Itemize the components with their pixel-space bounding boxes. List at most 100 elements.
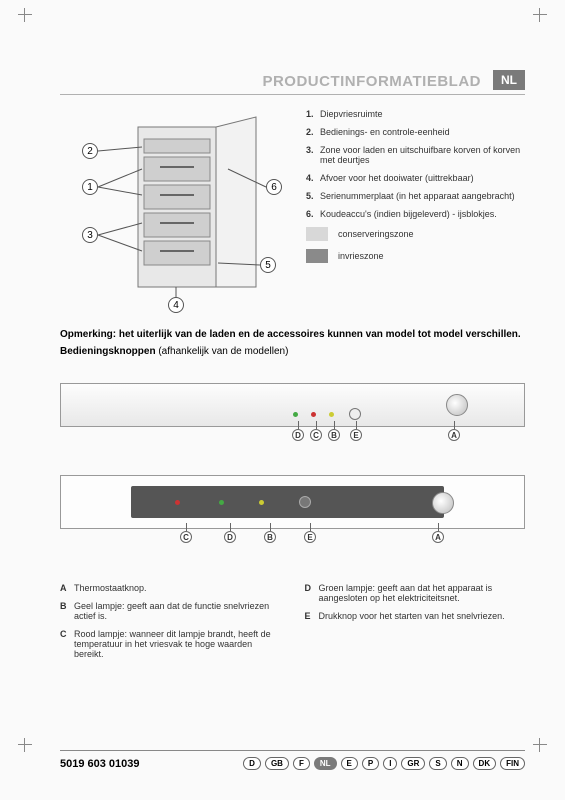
definition-row: B Geel lampje: geeft aan dat de functie … xyxy=(60,601,281,621)
crop-mark xyxy=(18,8,32,22)
parts-list-item: 6. Koudeaccu's (indien bijgeleverd) - ij… xyxy=(306,209,525,219)
control-definitions: A Thermostaatknop. B Geel lampje: geeft a… xyxy=(60,583,525,667)
push-button xyxy=(349,408,361,420)
legend-freeze: invrieszone xyxy=(306,249,525,263)
definition-text: Rood lampje: wanneer dit lampje brandt, … xyxy=(74,629,281,659)
language-pill: I xyxy=(383,757,397,770)
language-badge: NL xyxy=(493,70,525,90)
callout-circle: 4 xyxy=(168,297,184,313)
swatch-conserve xyxy=(306,227,328,241)
panel2-labels: CDBEA xyxy=(60,529,525,547)
panel1-labels: DCBE A xyxy=(60,427,525,445)
panel-label: A xyxy=(432,531,444,543)
controls-heading: Bedieningsknoppen (afhankelijk van de mo… xyxy=(60,346,525,357)
page-header: PRODUCTINFORMATIEBLAD NL xyxy=(60,70,525,95)
thermostat-dial xyxy=(446,394,468,416)
language-pill: NL xyxy=(314,757,337,770)
label-leader xyxy=(438,523,439,531)
panel2-display xyxy=(131,486,444,518)
list-number: 4. xyxy=(306,173,320,183)
page-footer: 5019 603 01039 D GB F NL EPI GR SN DKFIN xyxy=(60,750,525,770)
control-panel-1 xyxy=(60,383,525,427)
label-leader xyxy=(230,523,231,531)
list-text: Koudeaccu's (indien bijgeleverd) - ijsbl… xyxy=(320,209,525,219)
list-number: 6. xyxy=(306,209,320,219)
language-pill: N xyxy=(451,757,469,770)
label-leader xyxy=(186,523,187,531)
part-number: 5019 603 01039 xyxy=(60,758,140,770)
panel-label: C xyxy=(310,429,322,441)
crop-mark xyxy=(533,8,547,22)
definition-text: Geel lampje: geeft aan dat de functie sn… xyxy=(74,601,281,621)
definition-row: D Groen lampje: geeft aan dat het appara… xyxy=(305,583,526,603)
list-text: Bedienings- en controle-eenheid xyxy=(320,127,525,137)
parts-list-item: 1. Diepvriesruimte xyxy=(306,109,525,119)
language-pill: E xyxy=(341,757,358,770)
label-leader xyxy=(270,523,271,531)
page-title: PRODUCTINFORMATIEBLAD xyxy=(262,73,481,90)
crop-mark xyxy=(533,738,547,752)
list-text: Diepvriesruimte xyxy=(320,109,525,119)
list-text: Zone voor laden en uitschuifbare korven … xyxy=(320,145,525,165)
definition-letter: E xyxy=(305,611,319,621)
note-line: Opmerking: het uiterlijk van de laden en… xyxy=(60,329,525,340)
parts-list-item: 3. Zone voor laden en uitschuifbare korv… xyxy=(306,145,525,165)
legend-label: invrieszone xyxy=(338,251,384,261)
callout-circle: 1 xyxy=(82,179,98,195)
definition-row: C Rood lampje: wanneer dit lampje brandt… xyxy=(60,629,281,659)
language-pill: DK xyxy=(473,757,497,770)
led-red xyxy=(311,412,316,417)
list-number: 1. xyxy=(306,109,320,119)
panel-label: A xyxy=(448,429,460,441)
panel-label: D xyxy=(224,531,236,543)
language-pill: D xyxy=(243,757,261,770)
led-green xyxy=(219,500,224,505)
label-leader xyxy=(298,421,299,429)
label-leader xyxy=(356,421,357,429)
definition-row: A Thermostaatknop. xyxy=(60,583,281,593)
panel-label: D xyxy=(292,429,304,441)
definition-letter: C xyxy=(60,629,74,659)
panel-label: E xyxy=(304,531,316,543)
language-pill: F xyxy=(293,757,310,770)
parts-list-item: 4. Afvoer voor het dooiwater (uittrekbaa… xyxy=(306,173,525,183)
callout-circle: 2 xyxy=(82,143,98,159)
definition-text: Thermostaatknop. xyxy=(74,583,147,593)
language-pill: GR xyxy=(401,757,425,770)
panel-label: C xyxy=(180,531,192,543)
led-green xyxy=(293,412,298,417)
definition-text: Groen lampje: geeft aan dat het apparaat… xyxy=(319,583,526,603)
control-panel-2 xyxy=(60,475,525,529)
led-yellow xyxy=(329,412,334,417)
language-pill: FIN xyxy=(500,757,525,770)
panel-label: B xyxy=(264,531,276,543)
push-button xyxy=(299,496,311,508)
language-pill: P xyxy=(362,757,379,770)
parts-list-item: 2. Bedienings- en controle-eenheid xyxy=(306,127,525,137)
crop-mark xyxy=(18,738,32,752)
language-pill: GB xyxy=(265,757,289,770)
list-text: Afvoer voor het dooiwater (uittrekbaar) xyxy=(320,173,525,183)
definition-letter: D xyxy=(305,583,319,603)
list-number: 3. xyxy=(306,145,320,165)
list-number: 2. xyxy=(306,127,320,137)
callout-circle: 5 xyxy=(260,257,276,273)
definition-text: Drukknop voor het starten van het snelvr… xyxy=(319,611,505,621)
definition-row: E Drukknop voor het starten van het snel… xyxy=(305,611,526,621)
label-leader xyxy=(454,421,455,429)
label-leader xyxy=(334,421,335,429)
definition-letter: A xyxy=(60,583,74,593)
swatch-freeze xyxy=(306,249,328,263)
parts-list: 1. Diepvriesruimte2. Bedienings- en cont… xyxy=(306,109,525,309)
label-leader xyxy=(310,523,311,531)
parts-list-item: 5. Serienummerplaat (in het apparaat aan… xyxy=(306,191,525,201)
language-pills: D GB F NL EPI GR SN DKFIN xyxy=(243,757,525,770)
language-pill: S xyxy=(429,757,446,770)
panel-label: B xyxy=(328,429,340,441)
thermostat-dial xyxy=(432,492,454,514)
callout-circle: 6 xyxy=(266,179,282,195)
list-number: 5. xyxy=(306,191,320,201)
label-leader xyxy=(316,421,317,429)
legend-label: conserveringszone xyxy=(338,229,414,239)
panel-label: E xyxy=(350,429,362,441)
